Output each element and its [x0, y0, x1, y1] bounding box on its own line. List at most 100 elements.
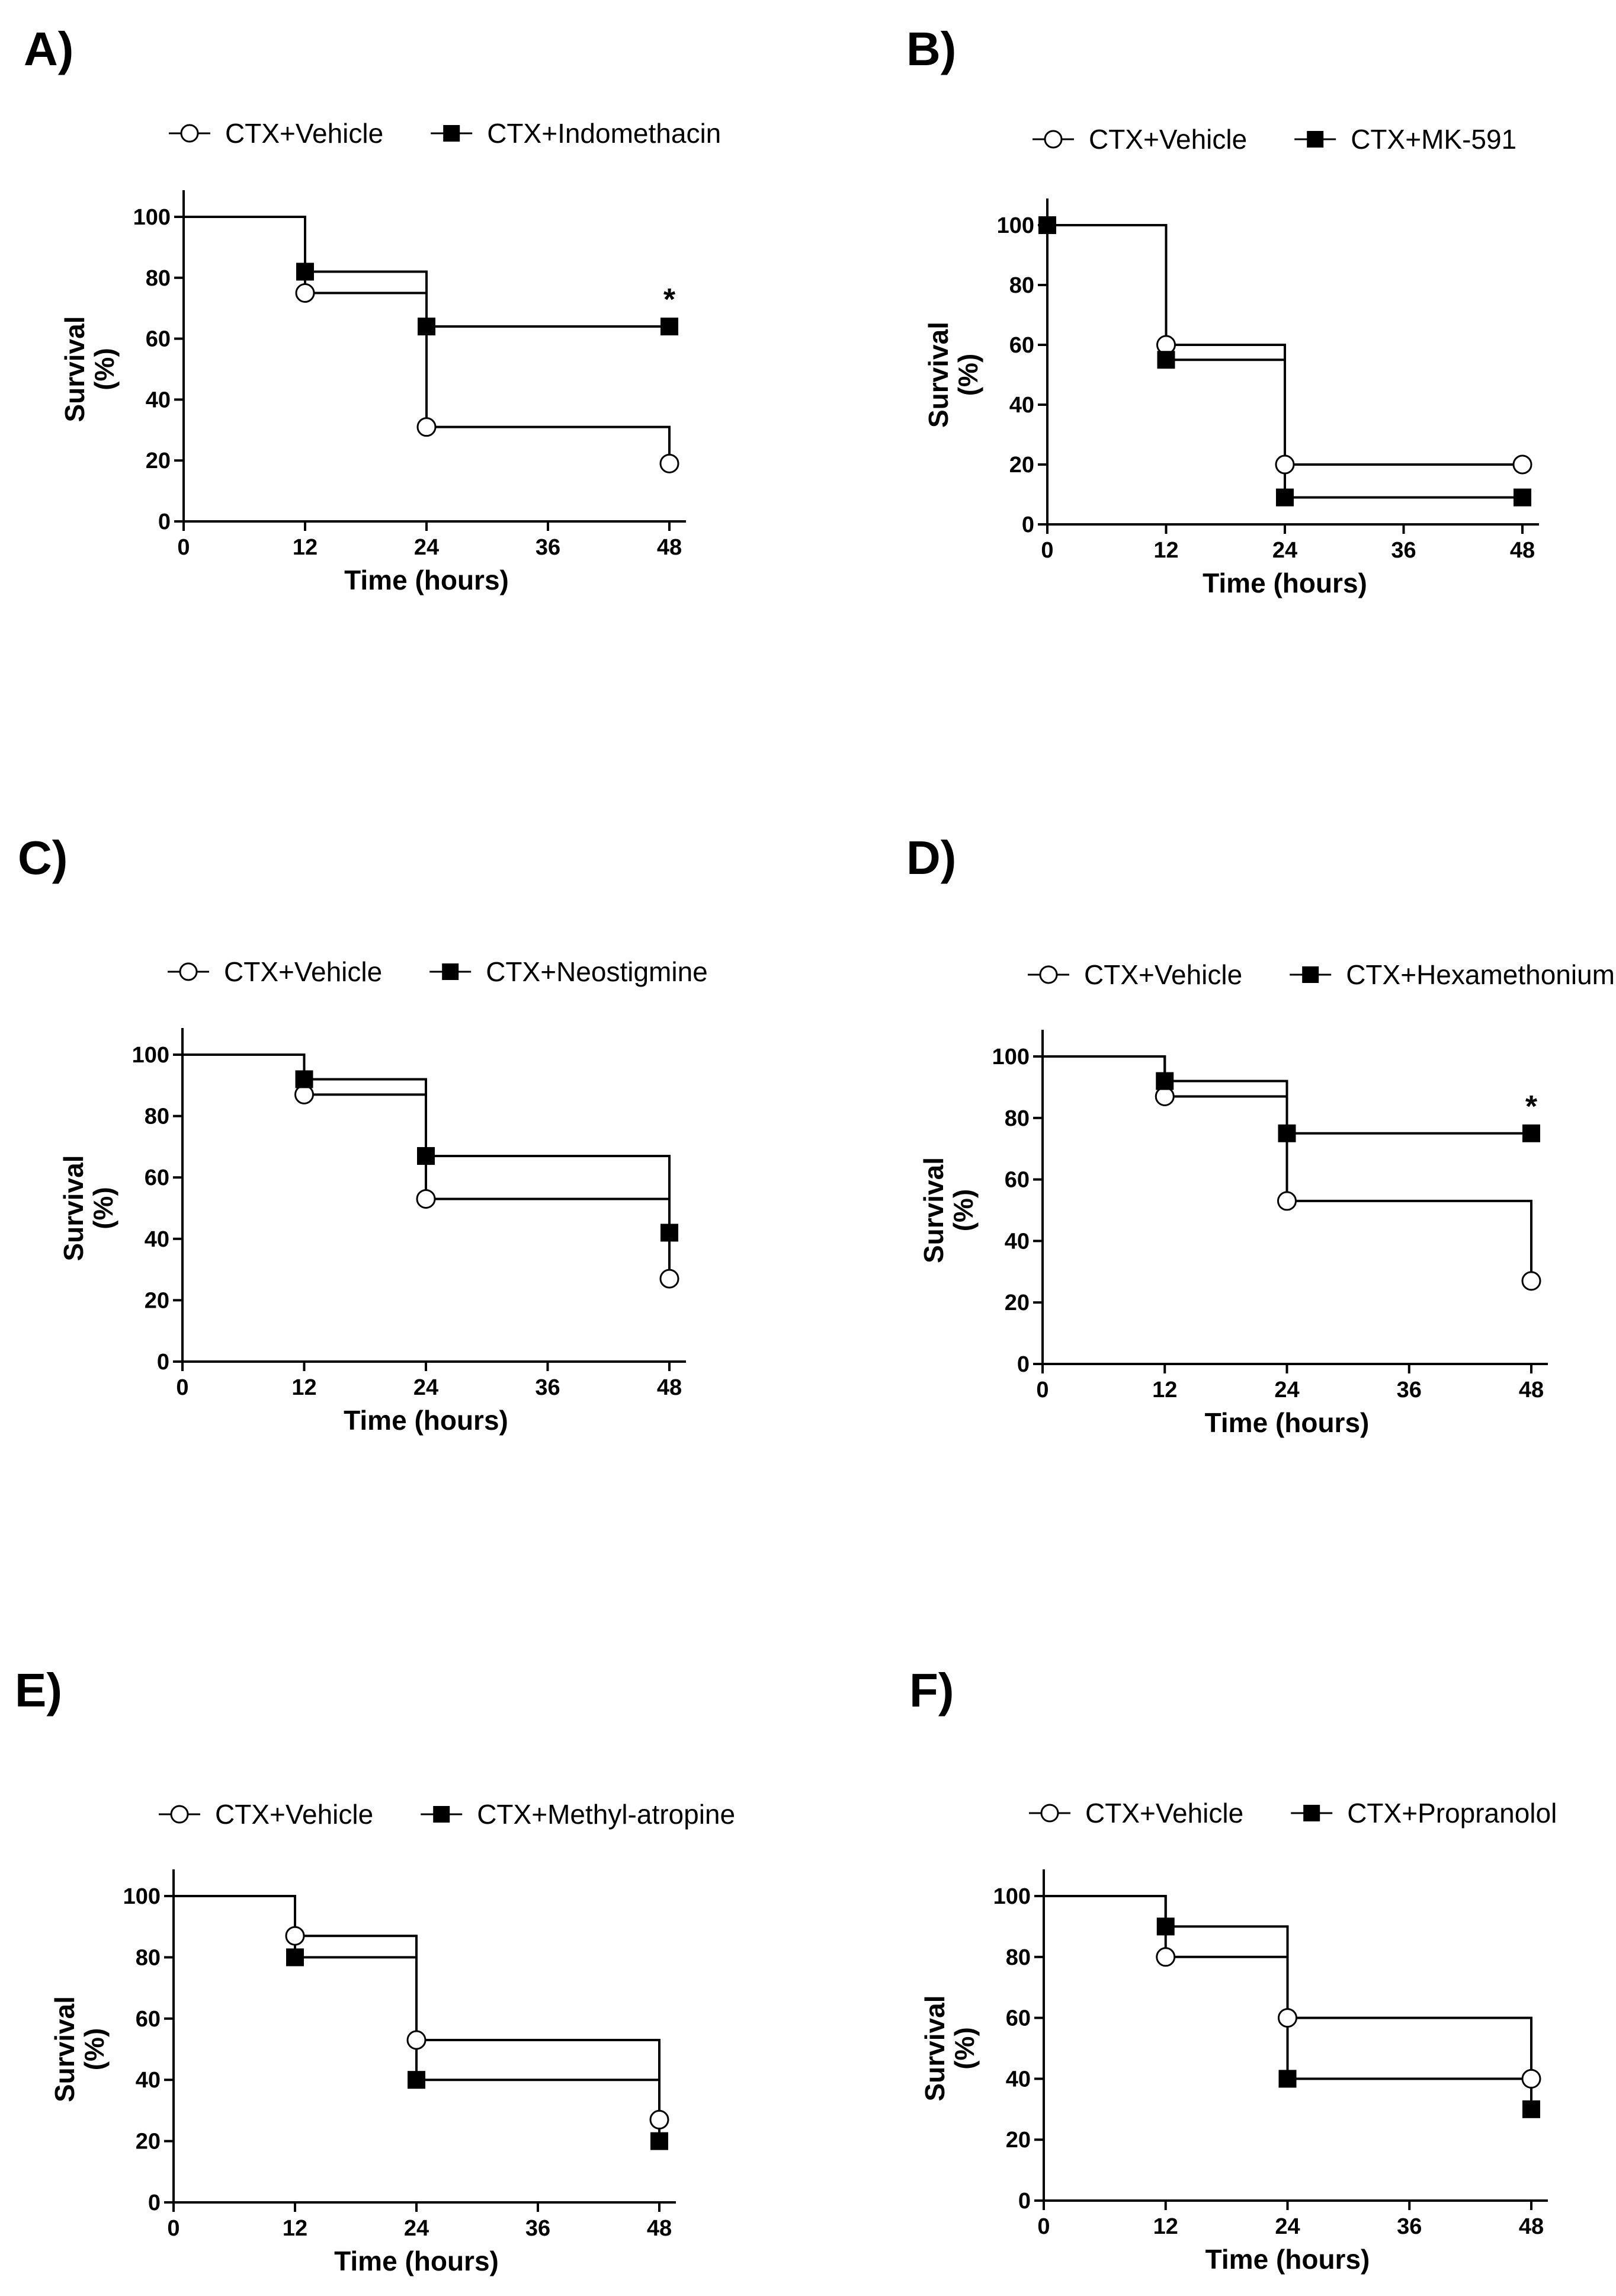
y-tick-label: 80	[145, 1104, 169, 1129]
x-tick-label: 24	[1274, 1378, 1299, 1402]
legend-marker-square	[1303, 1805, 1320, 1821]
y-tick-label: 40	[136, 2068, 161, 2093]
data-point-circle	[1277, 1191, 1297, 1211]
y-tick-label: 0	[148, 2191, 161, 2215]
x-tick-label: 12	[293, 535, 318, 560]
legend-marker-square	[433, 1806, 450, 1823]
y-tick-label: 80	[1005, 1106, 1030, 1131]
x-tick-label: 36	[1397, 1378, 1422, 1402]
y-tick-label: 80	[136, 1945, 161, 1970]
x-tick-label: 24	[1275, 2214, 1300, 2239]
panel-label: A)	[24, 23, 73, 75]
legend-marker-circle	[1040, 1804, 1059, 1823]
chart-panel-c: C) CTX+Vehicle CTX+Neostigmine 0 20 40 60 80 100…	[18, 831, 708, 1436]
x-tick-label: 0	[167, 2216, 179, 2241]
x-axis-title: Time (hours)	[334, 2246, 499, 2276]
data-point-square	[1278, 1124, 1296, 1142]
x-tick-label: 0	[1036, 1378, 1049, 1402]
data-point-square	[1276, 488, 1294, 507]
y-tick-label: 0	[157, 1350, 169, 1375]
y-tick-label: 100	[123, 1884, 161, 1909]
data-point-circle	[294, 1084, 314, 1104]
x-tick-label: 24	[1272, 538, 1297, 563]
y-axis-unit: (%)	[949, 2027, 980, 2070]
legend-marker-circle	[170, 1805, 189, 1824]
x-tick-label: 24	[413, 1375, 438, 1400]
data-point-circle	[1521, 2068, 1541, 2089]
y-tick-label: 100	[133, 205, 171, 230]
data-point-square	[1514, 488, 1531, 507]
x-tick-label: 36	[525, 2216, 550, 2241]
y-tick-label: 40	[1006, 2067, 1031, 2092]
data-point-circle	[1512, 454, 1532, 475]
y-axis-unit: (%)	[79, 2028, 110, 2071]
legend-marker-circle	[179, 962, 198, 981]
chart-panel-f: F) CTX+Vehicle CTX+Propranolol 0 20 40 60 80 100…	[909, 1664, 1557, 2275]
y-tick-label: 100	[992, 1045, 1030, 1069]
legend-label: CTX+Indomethacin	[487, 118, 721, 149]
x-tick-label: 48	[1519, 1378, 1544, 1402]
panel-label: E)	[15, 1664, 62, 1717]
y-tick-label: 60	[146, 327, 171, 352]
x-tick-label: 0	[176, 1375, 188, 1400]
data-point-circle	[406, 2030, 427, 2050]
x-axis-title: Time (hours)	[1203, 568, 1367, 598]
x-tick-label: 36	[535, 1375, 560, 1400]
y-axis-unit: (%)	[88, 1187, 118, 1229]
data-point-square	[1156, 1072, 1174, 1090]
data-point-square	[1038, 216, 1056, 234]
survival-step-line-treatment	[1047, 224, 1522, 499]
y-tick-label: 20	[146, 449, 171, 473]
survival-step-line-treatment	[174, 1895, 660, 2141]
x-axis-title: Time (hours)	[1205, 2244, 1370, 2275]
data-point-square	[417, 1147, 435, 1165]
survival-step-line-treatment	[184, 216, 669, 328]
data-point-circle	[416, 417, 437, 437]
y-tick-label: 60	[145, 1165, 169, 1190]
y-tick-label: 60	[136, 2007, 161, 2032]
legend-label: CTX+Neostigmine	[486, 956, 708, 987]
survival-step-line-treatment	[1043, 1055, 1531, 1135]
data-point-circle	[1521, 1271, 1541, 1291]
x-tick-label: 48	[1519, 2214, 1544, 2239]
y-tick-label: 20	[1009, 453, 1034, 478]
x-axis-title: Time (hours)	[1205, 1407, 1370, 1438]
x-tick-label: 48	[1510, 538, 1535, 563]
y-tick-label: 100	[997, 213, 1034, 238]
x-tick-label: 12	[1153, 538, 1178, 563]
x-tick-label: 0	[1041, 538, 1053, 563]
x-tick-label: 0	[177, 535, 190, 560]
x-tick-label: 24	[414, 535, 439, 560]
legend: CTX+Vehicle CTX+Indomethacin	[169, 118, 721, 149]
data-point-square	[1157, 351, 1175, 369]
y-tick-label: 0	[1017, 1352, 1030, 1377]
legend-label: CTX+Vehicle	[224, 956, 382, 987]
y-tick-label: 20	[136, 2130, 161, 2154]
y-tick-label: 100	[132, 1043, 169, 1068]
y-tick-label: 0	[1018, 2189, 1031, 2214]
y-axis-title: Survival	[919, 1996, 950, 2102]
data-point-square	[660, 1224, 678, 1242]
chart-panel-d: D) CTX+Vehicle CTX+Hexamethonium 0 20 40 60 80 1…	[906, 831, 1615, 1438]
x-tick-label: 24	[404, 2216, 429, 2241]
y-axis-unit: (%)	[89, 348, 120, 390]
legend-label: CTX+Propranolol	[1347, 1798, 1557, 1829]
axes: 0 20 40 60 80 100 0 12 24 36 48 Time (hours) Surviva…	[58, 1028, 686, 1436]
x-tick-label: 36	[1397, 2214, 1422, 2239]
data-point-circle	[285, 1926, 305, 1946]
data-point-circle	[1155, 1086, 1175, 1106]
legend-marker-square	[442, 963, 459, 980]
y-tick-label: 20	[1005, 1291, 1030, 1315]
x-axis-title: Time (hours)	[344, 1405, 508, 1436]
y-axis-title: Survival	[58, 1155, 89, 1261]
data-point-square	[1522, 2100, 1540, 2118]
legend: CTX+Vehicle CTX+MK-591	[1033, 124, 1516, 155]
y-tick-label: 80	[1006, 1945, 1031, 1970]
axes: 0 20 40 60 80 100 0 12 24 36 48 Time (hours) Surviva…	[918, 1030, 1548, 1438]
x-tick-label: 36	[1391, 538, 1416, 563]
data-point-square	[418, 318, 435, 336]
y-axis-title: Survival	[918, 1157, 949, 1263]
y-axis-unit: (%)	[953, 354, 983, 396]
x-tick-label: 48	[657, 1375, 682, 1400]
y-tick-label: 80	[1009, 273, 1034, 298]
